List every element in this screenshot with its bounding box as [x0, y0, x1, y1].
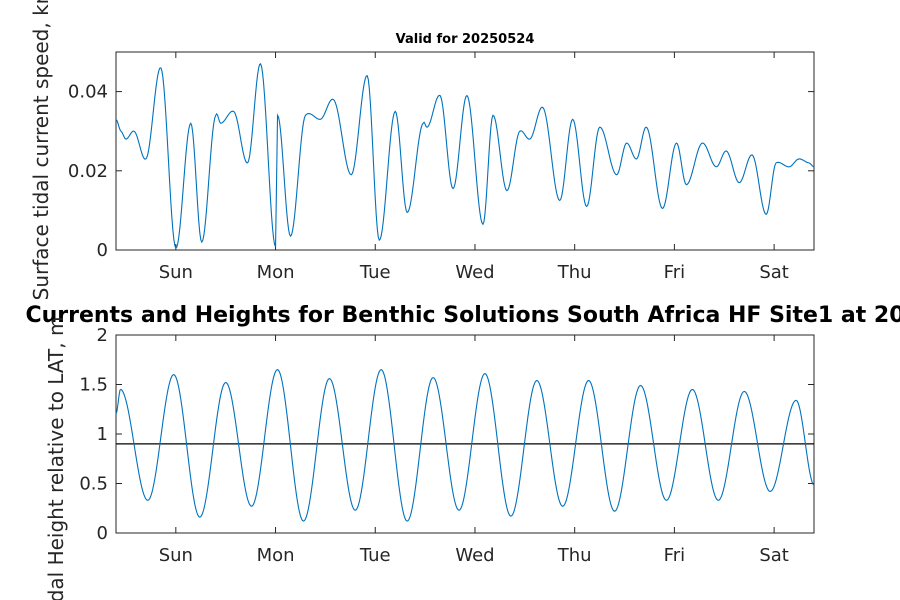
- y-tick-label: 0.02: [68, 161, 108, 182]
- y-tick-label: 0: [97, 523, 108, 544]
- x-tick-label: Fri: [664, 262, 685, 283]
- y-tick-label: 1.5: [79, 375, 108, 396]
- y-tick-label: 0: [97, 240, 108, 261]
- bottom-axes: 0 0.5 1 1.5 2 Sun Mon Tue Wed Thu Fri Sat Currents a…: [25, 303, 900, 600]
- y-tick-label: 2: [97, 325, 108, 346]
- axes-title: Valid for 20250524: [396, 32, 535, 47]
- x-tick-label: Tue: [359, 262, 391, 283]
- x-tick-label: Thu: [557, 262, 592, 283]
- x-tick-label: Thu: [557, 545, 592, 566]
- x-tick-label: Wed: [455, 545, 494, 566]
- series-line: [115, 369, 815, 522]
- axes-frame: [115, 51, 815, 251]
- x-tick-label: Fri: [664, 545, 685, 566]
- x-tick-label: Mon: [257, 262, 295, 283]
- x-tick-label: Mon: [257, 545, 295, 566]
- x-tick-label: Wed: [455, 262, 494, 283]
- x-tick-label: Sun: [159, 262, 193, 283]
- axes-frame: [115, 334, 815, 534]
- y-tick-label: 0.04: [68, 82, 108, 103]
- x-tick-label: Tue: [359, 545, 391, 566]
- y-axis-label: Surface tidal current speed, kn: [29, 0, 53, 300]
- x-tick-label: Sun: [159, 545, 193, 566]
- x-tick-label: Sat: [759, 262, 789, 283]
- y-axis-label: Tidal Height relative to LAT, m: [44, 317, 68, 600]
- y-tick-label: 0.5: [79, 474, 108, 495]
- y-tick-label: 1: [97, 424, 108, 445]
- x-tick-label: Sat: [759, 545, 789, 566]
- top-axes: 0 0.02 0.04 Sun Mon Tue Wed Thu Fri Sat Valid for …: [29, 0, 815, 300]
- axes-title: Currents and Heights for Benthic Solutio…: [25, 303, 900, 328]
- series-line: [115, 63, 815, 249]
